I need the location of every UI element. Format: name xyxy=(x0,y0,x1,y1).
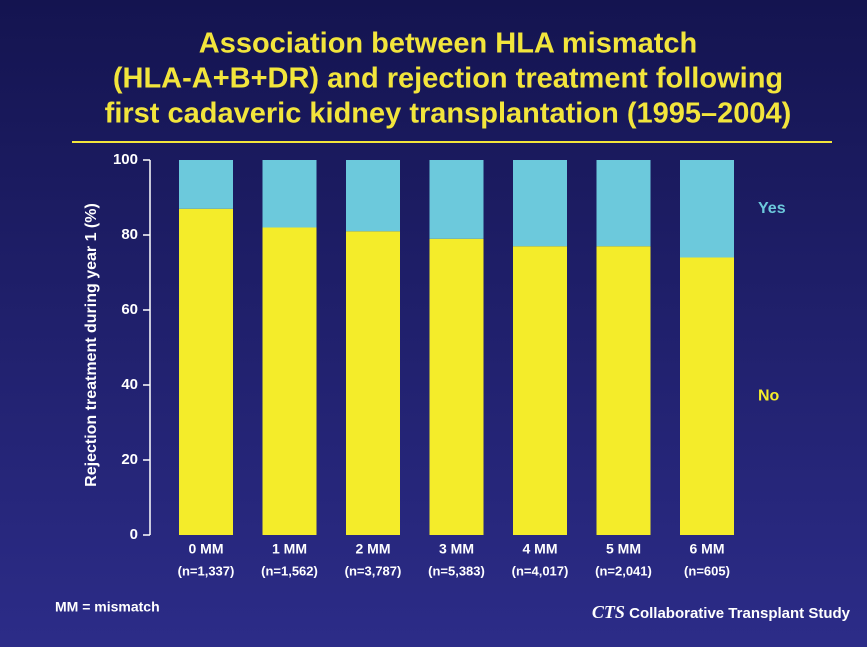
chart-title: first cadaveric kidney transplantation (… xyxy=(105,98,792,130)
source-abbr: CTS xyxy=(592,602,625,622)
bar-segment xyxy=(262,160,317,228)
x-tick-label: 0 MM xyxy=(189,541,224,557)
bar-segment xyxy=(680,160,734,258)
series-label: No xyxy=(758,387,780,404)
x-tick-label: 2 MM xyxy=(356,541,391,557)
x-tick-label: 4 MM xyxy=(523,541,558,557)
y-tick-label: 20 xyxy=(121,451,138,468)
x-tick-label: 5 MM xyxy=(606,541,641,557)
source-text: Collaborative Transplant Study xyxy=(629,605,851,622)
x-tick-label: 1 MM xyxy=(272,541,307,557)
x-tick-count: (n=5,383) xyxy=(428,563,485,578)
bar-segment xyxy=(262,227,317,535)
x-tick-count: (n=1,562) xyxy=(261,563,318,578)
footnote: MM = mismatch xyxy=(55,599,160,615)
bar-segment xyxy=(429,238,484,535)
chart-title: (HLA-A+B+DR) and rejection treatment fol… xyxy=(113,63,783,95)
y-tick-label: 80 xyxy=(121,226,138,243)
y-tick-label: 60 xyxy=(121,301,138,318)
bar-segment xyxy=(179,208,233,535)
series-label: Yes xyxy=(758,200,786,217)
x-tick-count: (n=4,017) xyxy=(512,563,569,578)
y-tick-label: 0 xyxy=(130,526,138,543)
bar-segment xyxy=(513,246,567,535)
x-tick-count: (n=1,337) xyxy=(178,563,235,578)
source: CTS Collaborative Transplant Study xyxy=(592,602,851,622)
x-tick-count: (n=605) xyxy=(684,563,730,578)
x-tick-count: (n=3,787) xyxy=(345,563,402,578)
bar-segment xyxy=(346,231,400,535)
y-tick-label: 40 xyxy=(121,376,138,393)
bar-segment xyxy=(346,160,400,232)
y-tick-label: 100 xyxy=(113,151,138,168)
bar-segment xyxy=(680,257,734,535)
x-tick-label: 6 MM xyxy=(690,541,725,557)
bar-segment xyxy=(596,246,651,535)
bar-segment xyxy=(513,160,567,247)
bar-segment xyxy=(429,160,484,239)
x-tick-count: (n=2,041) xyxy=(595,563,652,578)
chart-title: Association between HLA mismatch xyxy=(199,28,697,60)
y-axis-label: Rejection treatment during year 1 (%) xyxy=(83,203,100,487)
bar-segment xyxy=(179,160,233,209)
bar-segment xyxy=(596,160,651,247)
x-tick-label: 3 MM xyxy=(439,541,474,557)
